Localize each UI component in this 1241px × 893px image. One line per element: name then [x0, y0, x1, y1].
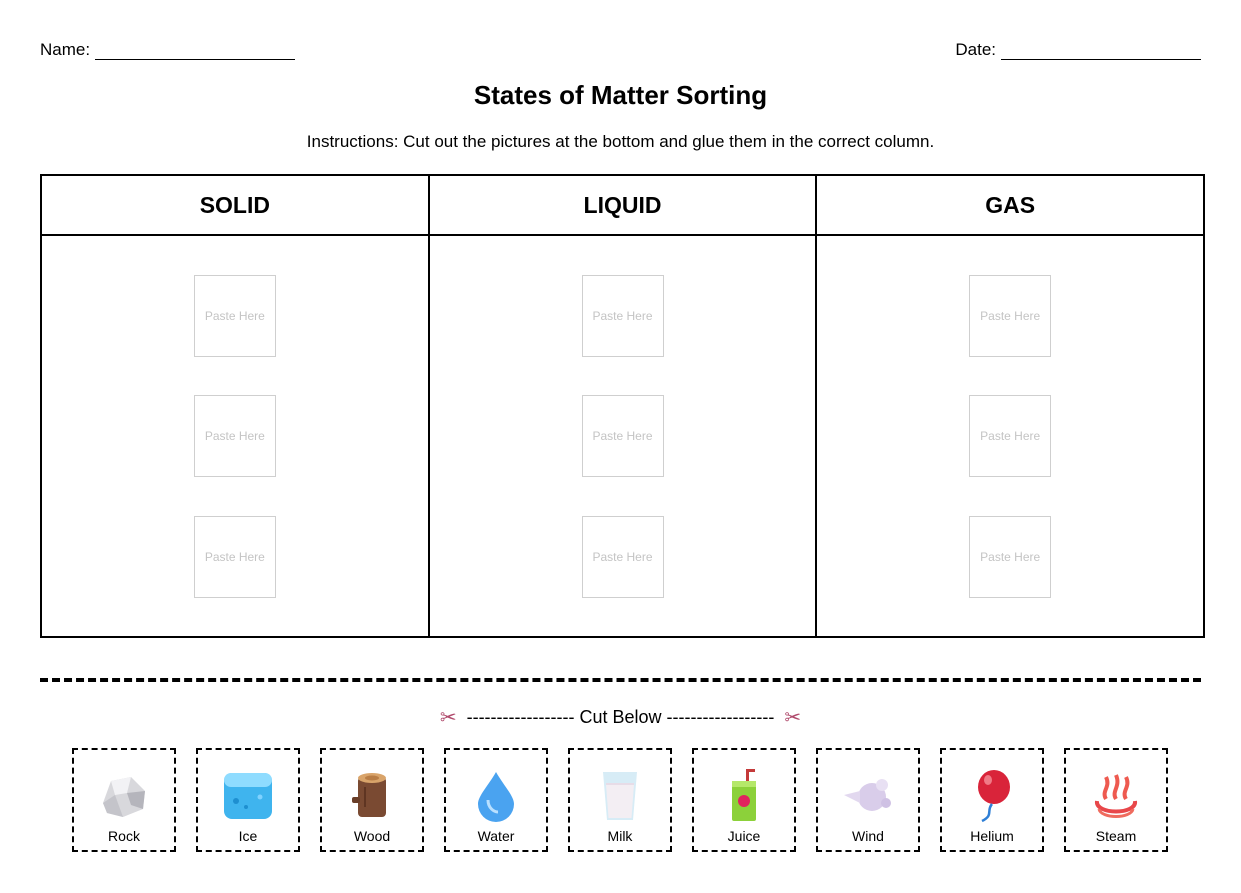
scissors-icon: ✂: [784, 707, 802, 729]
card-label: Wind: [852, 828, 884, 844]
ice-cube-icon: [220, 768, 276, 824]
card-label: Milk: [607, 828, 633, 844]
card-label: Water: [477, 828, 515, 844]
balloon-icon: [964, 768, 1020, 824]
card-steam[interactable]: Steam: [1064, 748, 1168, 852]
column-header-liquid: LIQUID: [429, 176, 816, 236]
cut-below-text: ------------------ Cut Below -----------…: [466, 707, 775, 727]
card-label: Wood: [353, 828, 391, 844]
paste-slot[interactable]: Paste Here: [193, 275, 276, 357]
rock-icon: [96, 768, 152, 824]
card-label: Juice: [727, 828, 761, 844]
scissors-icon: ✂: [439, 707, 457, 729]
card-milk[interactable]: Milk: [568, 748, 672, 852]
column-solid: SOLID Paste Here Paste Here Paste Here: [42, 176, 430, 636]
card-label: Ice: [238, 828, 258, 844]
sorting-table: SOLID Paste Here Paste Here Paste Here L…: [40, 174, 1205, 638]
date-label: Date:: [955, 40, 996, 59]
cut-below-label: ✂ ------------------ Cut Below ---------…: [0, 705, 1241, 730]
card-rock[interactable]: Rock: [72, 748, 176, 852]
instructions: Instructions: Cut out the pictures at th…: [306, 132, 935, 151]
water-drop-icon: [468, 768, 524, 824]
column-liquid: LIQUID Paste Here Paste Here Paste Here: [429, 176, 818, 636]
card-label: Rock: [108, 828, 140, 844]
card-label: Steam: [1095, 828, 1137, 844]
name-field: Name:: [40, 40, 296, 60]
juice-box-icon: [716, 768, 772, 824]
worksheet-title: States of Matter Sorting: [473, 80, 768, 110]
column-header-gas: GAS: [817, 176, 1204, 236]
paste-slot[interactable]: Paste Here: [581, 395, 664, 477]
card-water[interactable]: Water: [444, 748, 548, 852]
paste-slot[interactable]: Paste Here: [969, 516, 1052, 598]
steam-icon: [1088, 768, 1144, 824]
cut-line: [40, 678, 1201, 682]
name-label: Name:: [40, 40, 91, 59]
wind-icon: [840, 768, 896, 824]
paste-slot[interactable]: Paste Here: [193, 516, 276, 598]
card-label: Helium: [970, 828, 1014, 844]
column-header-solid: SOLID: [42, 176, 428, 236]
paste-slot[interactable]: Paste Here: [193, 395, 276, 477]
name-line[interactable]: [95, 45, 296, 60]
date-line[interactable]: [1001, 45, 1201, 60]
column-gas: GAS Paste Here Paste Here Paste Here: [817, 176, 1204, 636]
card-juice[interactable]: Juice: [692, 748, 796, 852]
card-helium[interactable]: Helium: [940, 748, 1044, 852]
card-wood[interactable]: Wood: [320, 748, 424, 852]
paste-slot[interactable]: Paste Here: [969, 395, 1052, 477]
date-field: Date:: [955, 40, 1201, 60]
paste-slot[interactable]: Paste Here: [581, 275, 664, 357]
paste-slot[interactable]: Paste Here: [969, 275, 1052, 357]
wood-log-icon: [344, 768, 400, 824]
milk-glass-icon: [592, 768, 648, 824]
card-wind[interactable]: Wind: [816, 748, 920, 852]
card-ice[interactable]: Ice: [196, 748, 300, 852]
paste-slot[interactable]: Paste Here: [581, 516, 664, 598]
cutout-cards: Rock Ice Wood: [72, 748, 1168, 852]
